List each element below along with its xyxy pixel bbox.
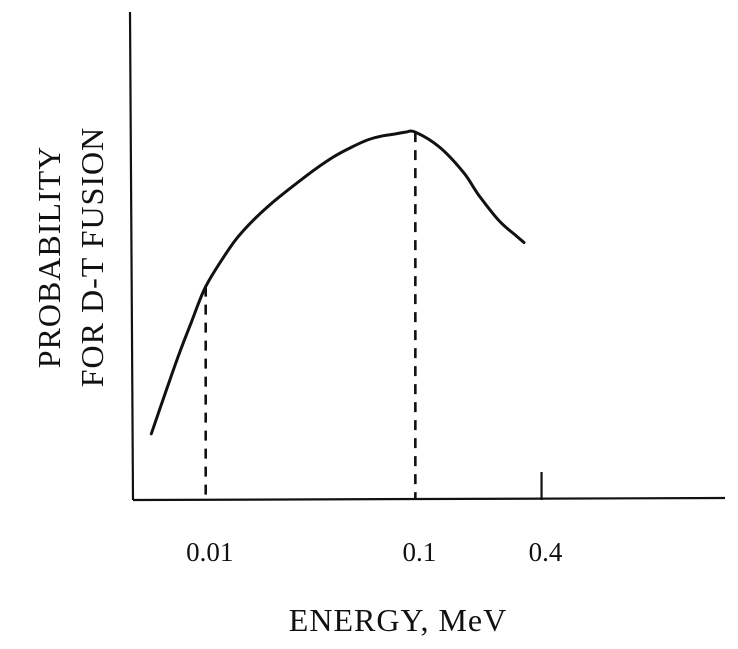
x-tick-label-0: 0.01 (186, 537, 233, 567)
chart-axes (128, 11, 726, 502)
x-axis-line (132, 496, 726, 502)
dashed-markers (204, 132, 417, 500)
y-axis-title-line-1: PROBABILITY (31, 146, 67, 369)
y-axis-title-line-2: FOR D-T FUSION (74, 127, 110, 388)
x-tick-label-2: 0.4 (529, 537, 563, 567)
y-axis-line (128, 11, 135, 501)
probability-curve (149, 129, 526, 436)
x-axis-title: ENERGY, MeV (289, 602, 507, 638)
x-tick-labels: 0.01 0.1 0.4 (186, 537, 563, 567)
x-tick-label-1: 0.1 (402, 537, 436, 567)
